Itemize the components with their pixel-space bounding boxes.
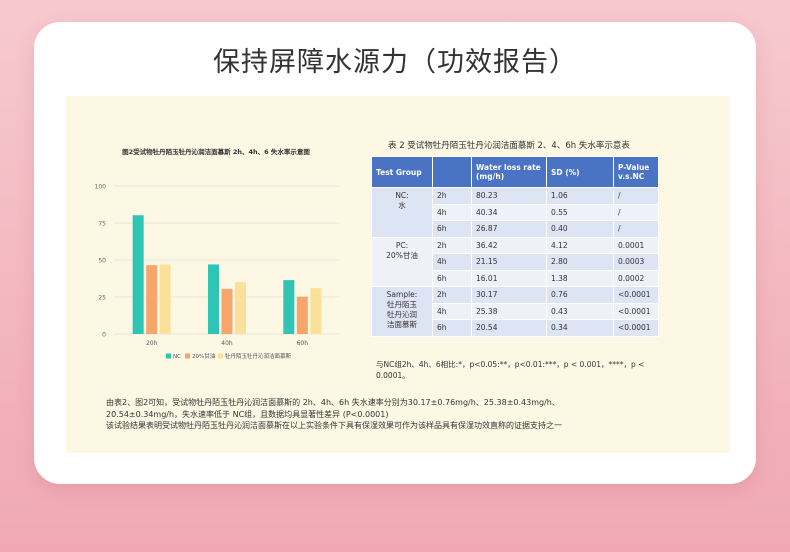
report-card: 保持屏障水源力（功效报告） 图2受试物牡丹陌玉牡丹沁润洁面慕斯 2h、4h、6 … xyxy=(34,22,756,484)
p-value-cell: 0.0002 xyxy=(613,269,659,287)
water-loss-cell: 26.87 xyxy=(471,220,547,238)
p-value-cell: / xyxy=(613,220,659,238)
conclusion-line: 20.54±0.34mg/h，失水速率低于 NC组，且数据均具显著性差异 (P<… xyxy=(106,409,389,419)
water-loss-table: Test Group Water loss rate (mg/h) SD (%)… xyxy=(371,156,659,337)
water-loss-cell: 30.17 xyxy=(471,286,547,304)
header-p-value: P-Value v.s.NC xyxy=(613,156,659,188)
table-note: 与NC组2h、4h、6相比:*，p<0.05:**，p<0.01:***，p <… xyxy=(376,360,645,380)
p-value-cell: <0.0001 xyxy=(613,319,659,337)
sd-cell: 0.55 xyxy=(546,203,614,221)
header-test-group: Test Group xyxy=(371,156,433,188)
x-tick-label: 20h xyxy=(146,340,158,347)
bar--1 xyxy=(235,282,246,334)
table-row: NC: 水 2h 80.23 1.06/ xyxy=(371,187,659,238)
time-cell: 2h xyxy=(432,236,472,254)
legend-label: 20%甘油 xyxy=(192,352,216,360)
legend-swatch xyxy=(218,353,223,359)
time-cell: 4h xyxy=(432,203,472,221)
conclusion-text: 由表2、图2可知，受试物牡丹陌玉牡丹沁润洁面慕斯的 2h、4h、6h 失水速率分… xyxy=(106,397,706,432)
page-title: 保持屏障水源力（功效报告） xyxy=(213,47,577,78)
p-value-cell: <0.0001 xyxy=(613,302,659,320)
bar--0 xyxy=(159,264,171,334)
sd-cell: 1.06 xyxy=(546,187,614,205)
p-value-cell: 0.0001 xyxy=(613,236,659,254)
sd-cell: 4.12 xyxy=(546,236,614,254)
water-loss-cell: 36.42 xyxy=(471,236,547,254)
sd-cell: 2.80 xyxy=(546,253,614,271)
sd-cell: 0.40 xyxy=(546,220,614,238)
bar-chart: 0 25 50 75 100 20h 40h 60h NC 20%甘油 牡丹陌玉牡丹沁润洁面慕斯 xyxy=(95,184,340,360)
bar-20-1 xyxy=(221,288,233,334)
y-tick-label: 75 xyxy=(98,221,106,228)
water-loss-cell: 16.01 xyxy=(471,269,547,287)
bar-nc-0 xyxy=(132,215,144,334)
table-row: Sample: 牡丹陌玉 牡丹沁润 洁面慕斯 2h 30.17 0.76 <0.0001 xyxy=(371,286,659,337)
report-panel: 图2受试物牡丹陌玉牡丹沁润洁面慕斯 2h、4h、6 失水率示意图 0 25 50 75… xyxy=(66,96,730,453)
p-value-cell: <0.0001 xyxy=(613,286,659,304)
table-row: 4h 21.15 2.80 0.0003 xyxy=(372,253,659,271)
x-tick-label: 60h xyxy=(297,340,309,347)
time-cell: 4h xyxy=(432,253,472,271)
legend-label: 牡丹陌玉牡丹沁润洁面慕斯 xyxy=(225,352,292,360)
y-tick-label: 0 xyxy=(102,332,106,339)
table-row: 6h 20.54 0.34 <0.0001 xyxy=(372,319,659,337)
water-loss-cell: 21.15 xyxy=(471,253,547,271)
conclusion-line: 由表2、图2可知，受试物牡丹陌玉牡丹沁润洁面慕斯的 2h、4h、6h 失水速率分… xyxy=(106,398,560,407)
table-caption: 表 2 受试物牡丹陌玉牡丹沁润洁面慕斯 2、4、6h 失水率示意表 xyxy=(388,141,630,151)
time-cell: 4h xyxy=(432,302,472,320)
p-value-cell: 0.0003 xyxy=(613,253,659,271)
sd-cell: 0.34 xyxy=(546,319,614,337)
legend-label: NC xyxy=(173,354,181,360)
y-tick-label: 25 xyxy=(98,295,106,302)
bar-nc-1 xyxy=(208,264,219,334)
conclusion-line: 该试验结果表明受试物牡丹陌玉牡丹沁润洁面慕斯在以上实验条件下具有保湿效果可作为该… xyxy=(106,421,562,430)
water-loss-cell: 80.23 xyxy=(471,187,547,205)
y-tick-label: 50 xyxy=(98,258,106,265)
sd-cell: 1.38 xyxy=(546,269,614,287)
y-tick-label: 100 xyxy=(95,184,107,191)
time-cell: 6h xyxy=(432,319,472,337)
group-label: PC: 20%甘油 xyxy=(371,236,433,287)
time-cell: 2h xyxy=(432,187,472,205)
p-value-cell: / xyxy=(613,203,659,221)
sd-cell: 0.43 xyxy=(546,302,614,320)
water-loss-cell: 40.34 xyxy=(471,203,547,221)
bar-20-0 xyxy=(146,265,158,334)
bar-20-2 xyxy=(296,296,308,334)
table-row: PC: 20%甘油 2h 36.42 4.12 0.0001 xyxy=(371,236,659,287)
bar-nc-2 xyxy=(283,280,295,334)
water-loss-cell: 25.38 xyxy=(471,302,547,320)
table-row: 4h 25.38 0.43 <0.0001 xyxy=(372,302,659,320)
header-sd: SD (%) xyxy=(546,156,614,188)
group-label: Sample: 牡丹陌玉 牡丹沁润 洁面慕斯 xyxy=(371,286,433,337)
sd-cell: 0.76 xyxy=(546,286,614,304)
legend-swatch xyxy=(166,353,171,359)
table-header-row: Test Group Water loss rate (mg/h) SD (%)… xyxy=(371,156,659,188)
group-label: NC: 水 xyxy=(371,187,433,238)
bar--2 xyxy=(310,288,322,334)
p-value-cell: / xyxy=(613,187,659,205)
legend-swatch xyxy=(185,353,190,359)
time-cell: 6h xyxy=(432,269,472,287)
table-row: 6h 16.01 1.38 0.0002 xyxy=(372,269,659,287)
water-loss-cell: 20.54 xyxy=(471,319,547,337)
header-water-loss: Water loss rate (mg/h) xyxy=(471,156,547,188)
time-cell: 2h xyxy=(432,286,472,304)
header-time xyxy=(432,156,472,188)
chart-title: 图2受试物牡丹陌玉牡丹沁润洁面慕斯 2h、4h、6 失水率示意图 xyxy=(122,148,310,156)
time-cell: 6h xyxy=(432,220,472,238)
x-tick-label: 40h xyxy=(221,340,233,347)
